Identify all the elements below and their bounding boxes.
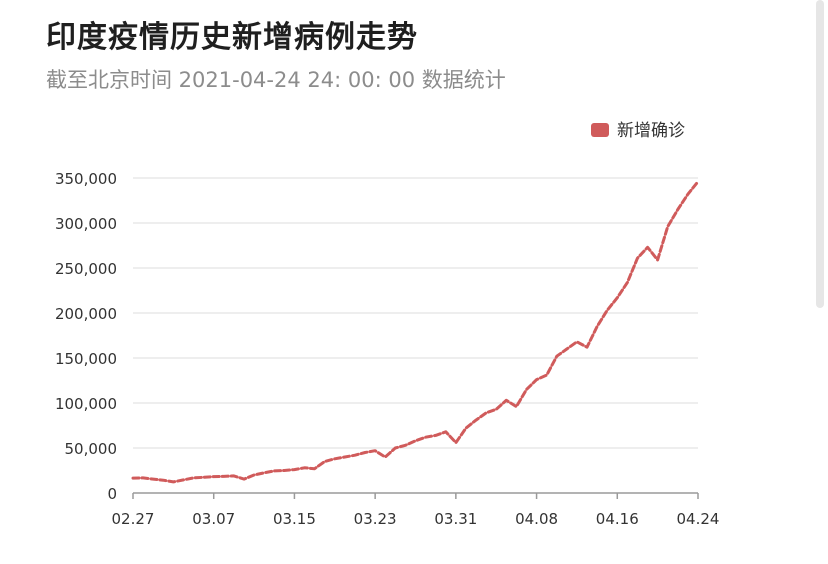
y-axis-ticks: 350,000 300,000 250,000 200,000 150,000 100,0…: [55, 170, 117, 503]
y-tick-label: 300,000: [55, 215, 117, 233]
series-new-cases: [131, 180, 700, 484]
y-tick-label: 350,000: [55, 170, 117, 188]
x-tick-label: 03.07: [192, 510, 235, 528]
grid-lines: [133, 177, 698, 449]
x-tick-label: 02.27: [112, 510, 155, 528]
x-tick-label: 03.15: [273, 510, 316, 528]
y-tick-label: 50,000: [65, 440, 118, 458]
scrollbar[interactable]: [816, 0, 824, 308]
y-tick-label: 0: [107, 485, 117, 503]
x-tick-label: 03.23: [354, 510, 397, 528]
chart-subtitle: 截至北京时间 2021-04-24 24: 00: 00 数据统计: [46, 68, 506, 92]
x-tick-label: 04.08: [515, 510, 558, 528]
legend[interactable]: 新增确诊: [591, 121, 685, 141]
y-tick-label: 250,000: [55, 260, 117, 278]
legend-label: 新增确诊: [617, 121, 685, 141]
series-line: [131, 180, 700, 484]
x-axis: 02.27 03.07 03.15 03.23 03.31 04.08 04.16 04.24: [112, 492, 720, 528]
x-tick-label: 04.16: [596, 510, 639, 528]
y-tick-label: 100,000: [55, 395, 117, 413]
y-tick-label: 150,000: [55, 350, 117, 368]
legend-swatch: [591, 123, 609, 137]
x-tick-label: 03.31: [434, 510, 477, 528]
chart-title: 印度疫情历史新增病例走势: [46, 20, 418, 55]
y-tick-label: 200,000: [55, 305, 117, 323]
x-tick-label: 04.24: [677, 510, 720, 528]
